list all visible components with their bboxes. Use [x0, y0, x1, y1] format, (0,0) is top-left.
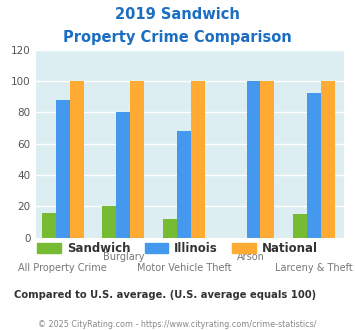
- Bar: [307, 93, 321, 238]
- Bar: [321, 81, 335, 238]
- Bar: [177, 131, 191, 238]
- Text: Arson: Arson: [236, 252, 264, 262]
- Bar: [116, 112, 130, 238]
- Bar: [42, 213, 56, 238]
- Bar: [191, 81, 205, 238]
- Text: Motor Vehicle Theft: Motor Vehicle Theft: [137, 263, 231, 273]
- Text: 2019 Sandwich: 2019 Sandwich: [115, 7, 240, 21]
- Legend: Sandwich, Illinois, National: Sandwich, Illinois, National: [33, 237, 322, 260]
- Bar: [70, 81, 84, 238]
- Bar: [102, 206, 116, 238]
- Text: All Property Crime: All Property Crime: [18, 263, 107, 273]
- Bar: [293, 214, 307, 238]
- Bar: [261, 81, 274, 238]
- Text: Property Crime Comparison: Property Crime Comparison: [63, 30, 292, 45]
- Bar: [130, 81, 144, 238]
- Bar: [163, 219, 177, 238]
- Bar: [56, 100, 70, 238]
- Bar: [246, 81, 261, 238]
- Text: Burglary: Burglary: [103, 252, 144, 262]
- Text: Larceny & Theft: Larceny & Theft: [275, 263, 353, 273]
- Text: © 2025 CityRating.com - https://www.cityrating.com/crime-statistics/: © 2025 CityRating.com - https://www.city…: [38, 320, 317, 329]
- Text: Compared to U.S. average. (U.S. average equals 100): Compared to U.S. average. (U.S. average …: [14, 290, 316, 300]
